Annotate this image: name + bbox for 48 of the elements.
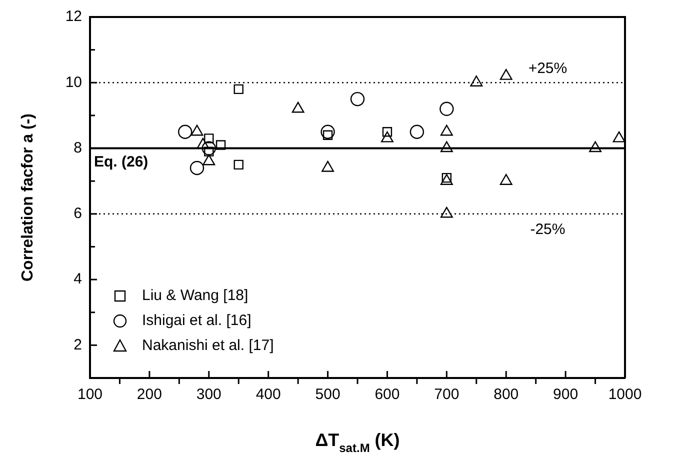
legend-label: Ishigai et al. [16] [142, 312, 252, 330]
point [500, 68, 512, 80]
x-tick-label: 200 [136, 386, 162, 404]
point [440, 102, 454, 116]
point [440, 141, 453, 152]
legend-label: Liu & Wang [18] [142, 287, 248, 304]
x-tick-label: 300 [196, 386, 222, 404]
y-tick-label: 8 [74, 139, 82, 156]
y-tick-label: 4 [74, 270, 82, 288]
point [216, 140, 226, 150]
point [612, 131, 625, 142]
ref-line-label: Eq. (26) [94, 153, 148, 170]
point [204, 134, 214, 144]
point [190, 124, 204, 136]
point [322, 160, 334, 172]
point [178, 124, 192, 139]
point [589, 141, 602, 152]
point [350, 92, 365, 106]
point [440, 206, 453, 218]
x-tick-label: 400 [256, 386, 281, 404]
point [410, 124, 424, 139]
point [234, 160, 244, 170]
x-tick-label: 900 [553, 386, 578, 404]
x-tick-label: 700 [434, 386, 460, 404]
point [292, 102, 304, 113]
y-tick-label: 12 [65, 8, 82, 26]
point [202, 141, 216, 156]
point [234, 84, 244, 94]
point [470, 76, 483, 86]
y-tick-label: 2 [74, 336, 82, 354]
y-tick-label: 10 [65, 74, 82, 91]
point [440, 124, 453, 136]
point [380, 131, 394, 142]
x-tick-label: 500 [315, 386, 340, 404]
y-tick-label: 6 [74, 205, 82, 222]
x-tick-label: 600 [374, 386, 400, 404]
x-tick-label: 800 [494, 386, 519, 404]
annotation: +25% [528, 60, 568, 77]
point [320, 124, 335, 139]
point [382, 127, 392, 137]
point [202, 154, 216, 166]
x-tick-label: 1000 [608, 386, 642, 404]
y-axis-title: Correlation facfor a (-) [19, 113, 36, 282]
x-tick-label: 100 [77, 386, 103, 404]
point [500, 174, 512, 185]
point [190, 160, 204, 176]
annotation: -25% [530, 221, 566, 238]
legend-label: Nakanishi et al. [17] [142, 337, 274, 354]
